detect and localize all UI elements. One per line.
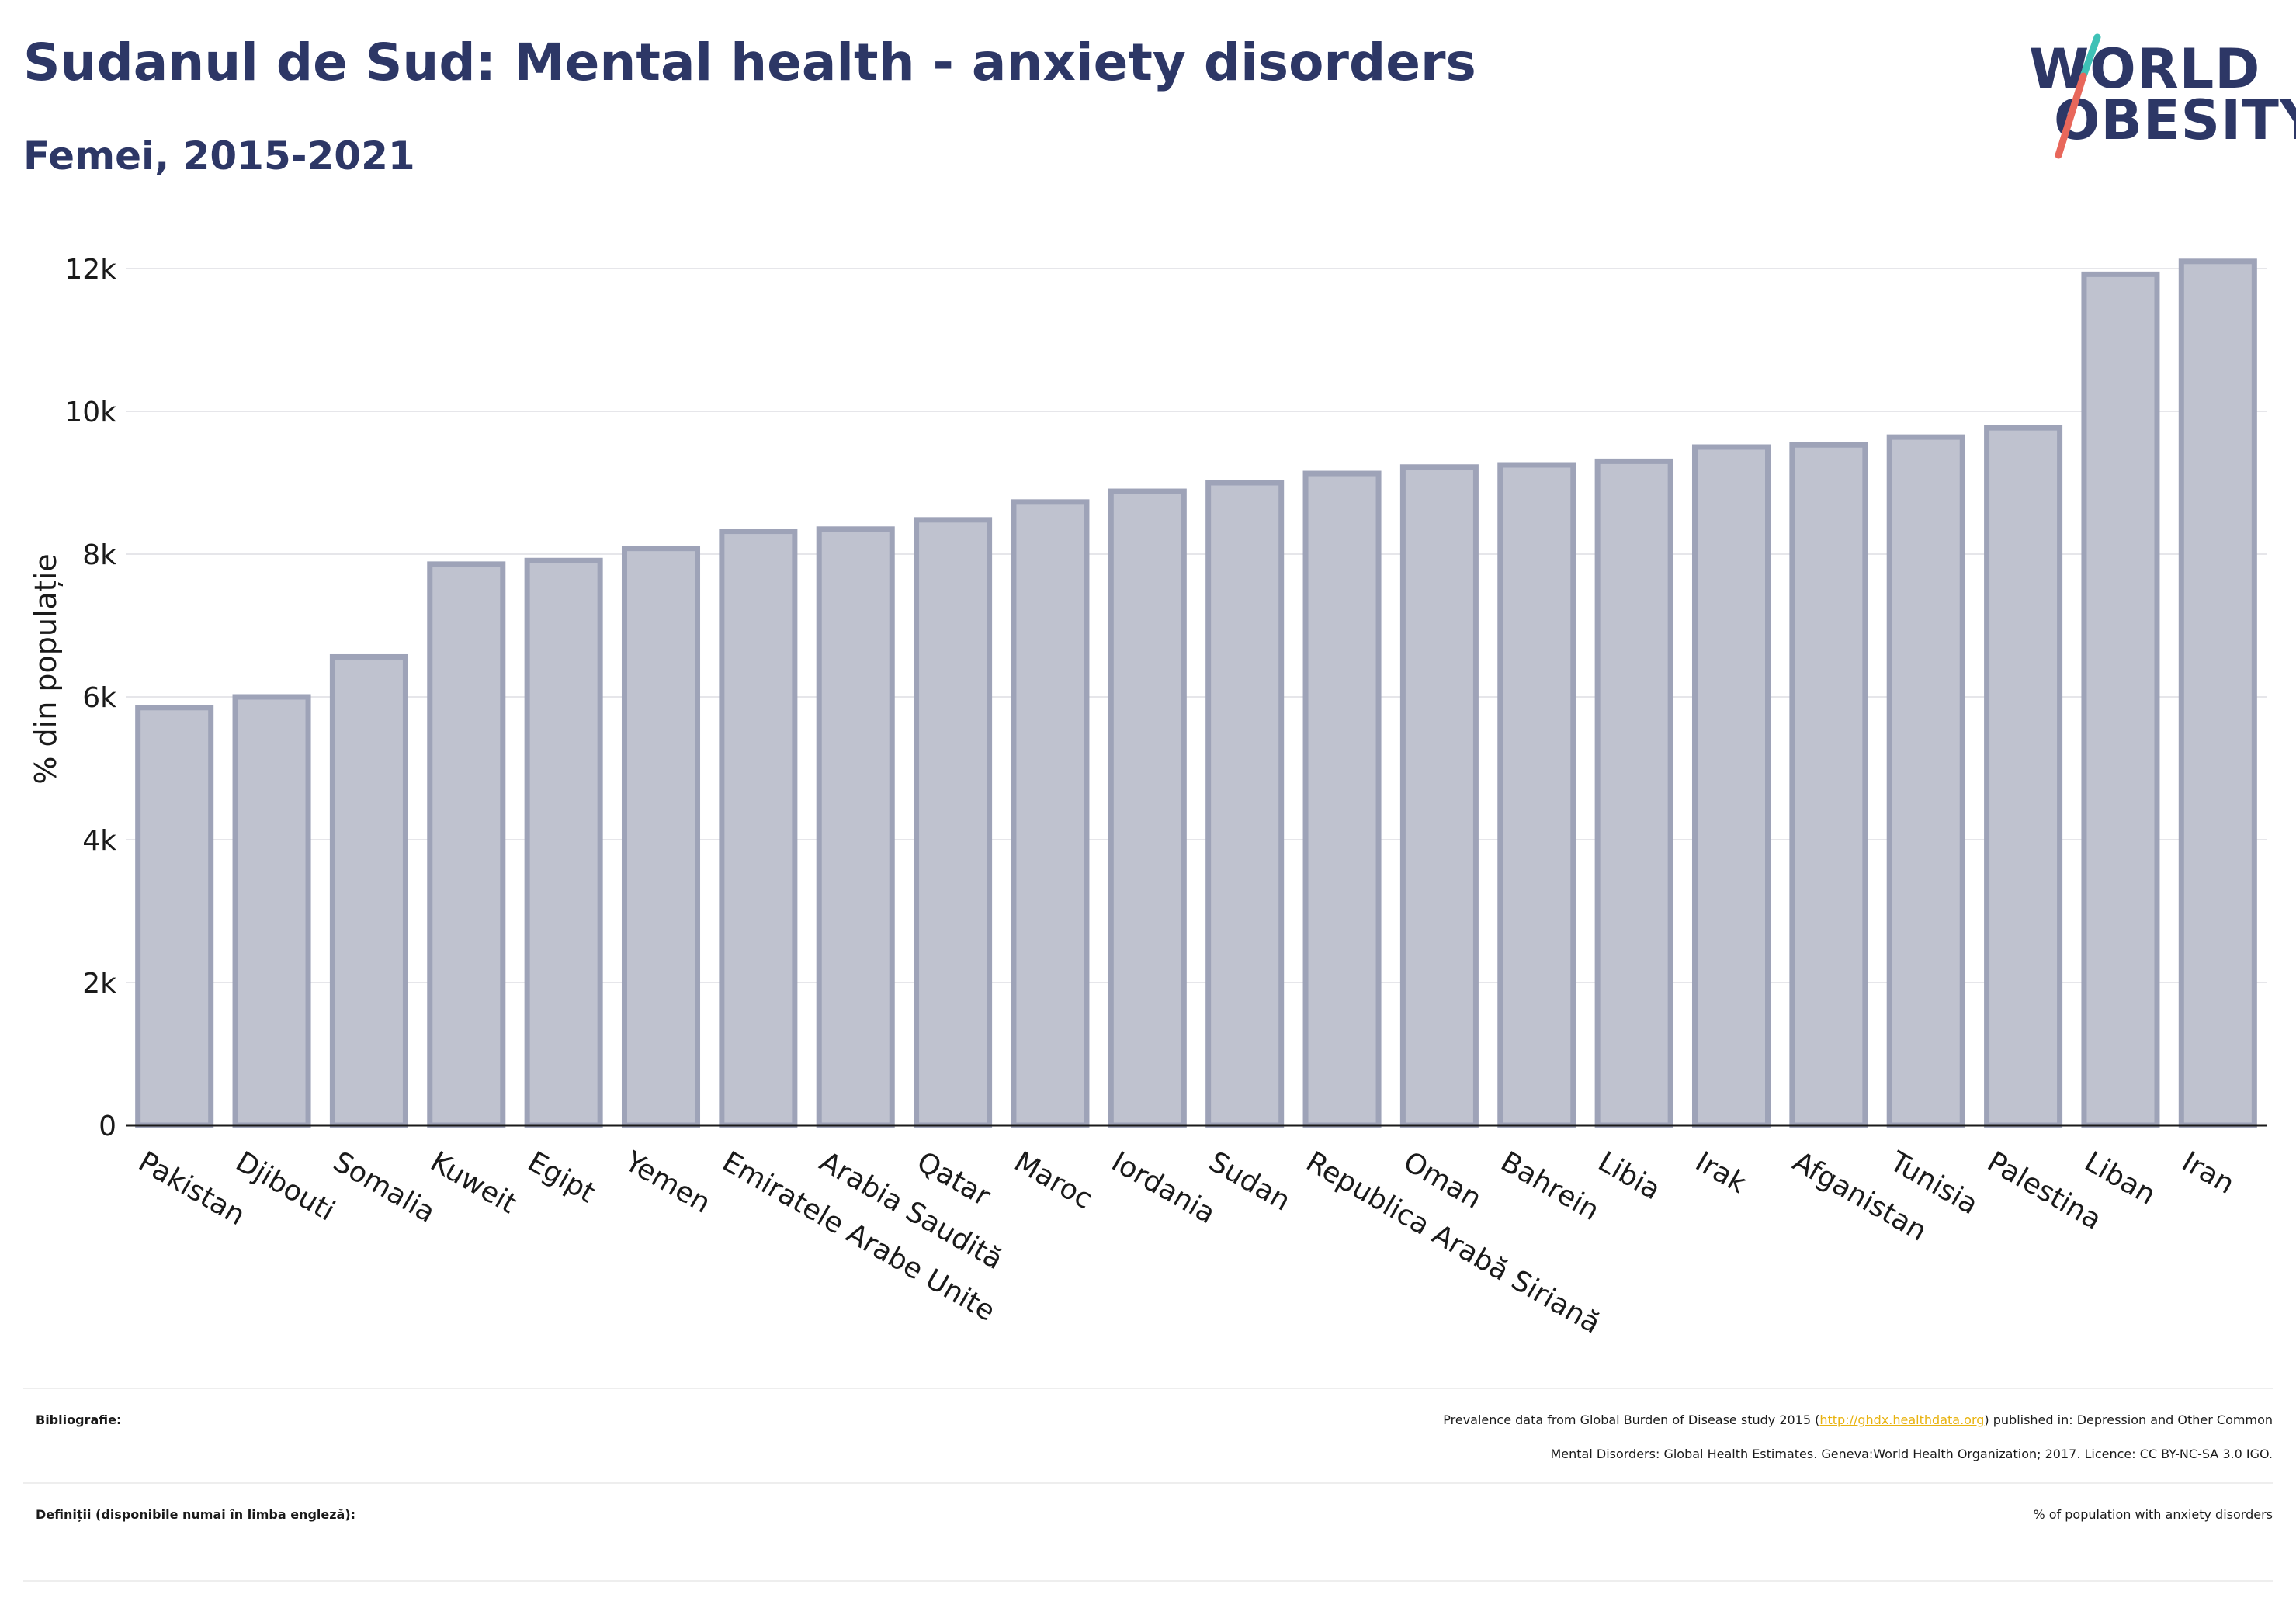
bar-arabia-saudită[interactable] [816, 526, 895, 1128]
y-tick-label: 4k [82, 825, 116, 857]
bar-maroc[interactable] [1011, 499, 1090, 1128]
footer-divider-middle [23, 1482, 2273, 1484]
bar-iordania[interactable] [1108, 488, 1187, 1128]
definitions-text: % of population with anxiety disorders [2033, 1507, 2273, 1522]
bibliography-label: Bibliografie: [36, 1412, 122, 1427]
bar-afganistan[interactable] [1789, 442, 1868, 1128]
bar-republica-arabă-siriană[interactable] [1302, 470, 1382, 1128]
logo-word-world: WORLD [2029, 37, 2261, 101]
logo-slash-icon [2055, 33, 2101, 159]
bar-libia[interactable] [1594, 458, 1673, 1128]
x-tick-label: Bahrein [1495, 1145, 1604, 1227]
y-tick-label: 6k [82, 682, 116, 714]
bar-tunisia[interactable] [1886, 434, 1965, 1128]
y-tick-label: 8k [82, 539, 116, 571]
x-tick-label: Egipt [522, 1145, 601, 1209]
x-tick-label: Yemen [619, 1145, 716, 1220]
x-tick-label: Iordania [1106, 1145, 1220, 1230]
x-tick-label: Pakistan [133, 1145, 250, 1232]
bar-pakistan[interactable] [135, 705, 214, 1128]
bar-egipt[interactable] [524, 557, 603, 1128]
bar-sudan[interactable] [1205, 480, 1285, 1128]
bar-irak[interactable] [1691, 444, 1771, 1128]
y-tick-label: 0 [99, 1111, 116, 1142]
bars [135, 258, 2257, 1128]
healthdata-link[interactable]: http://ghdx.healthdata.org [1819, 1412, 1985, 1427]
bar-liban[interactable] [2081, 271, 2160, 1128]
bar-somalia[interactable] [329, 653, 408, 1128]
bibliography-text-end: ) published in: Depression and Other Com… [1984, 1412, 2273, 1427]
bar-yemen[interactable] [621, 546, 701, 1128]
footer-divider-top [23, 1388, 2273, 1389]
x-tick-label: Irak [1690, 1145, 1752, 1200]
x-tick-label: Somalia [328, 1145, 440, 1229]
x-tick-label: Iran [2176, 1145, 2239, 1201]
bar-oman[interactable] [1399, 464, 1479, 1128]
y-tick-label: 12k [64, 254, 116, 286]
bar-qatar[interactable] [914, 517, 993, 1128]
chart-title: Sudanul de Sud: Mental health - anxiety … [23, 33, 1476, 92]
bar-kuweit[interactable] [427, 561, 506, 1128]
bar-iran[interactable] [2178, 258, 2257, 1128]
chart-subtitle: Femei, 2015-2021 [23, 133, 415, 178]
world-obesity-logo[interactable]: WORLD OBESITY [2018, 31, 2296, 171]
bar-djibouti[interactable] [232, 694, 311, 1128]
bar-emiratele-arabe-unite[interactable] [719, 529, 798, 1128]
bibliography-text-line2: Mental Disorders: Global Health Estimate… [1550, 1447, 2273, 1461]
x-tick-label: Djibouti [231, 1145, 340, 1227]
bibliography-text: Prevalence data from Global Burden of Di… [643, 1403, 2273, 1471]
logo-word-obesity: OBESITY [2054, 88, 2296, 152]
y-tick-label: 10k [64, 397, 116, 428]
definitions-label: Definiții (disponibile numai în limba en… [36, 1507, 356, 1522]
x-tick-label: Maroc [1009, 1145, 1098, 1215]
y-tick-label: 2k [82, 968, 116, 1000]
bibliography-text-start: Prevalence data from Global Burden of Di… [1443, 1412, 1820, 1427]
x-tick-label: Libia [1593, 1145, 1666, 1206]
y-axis-label: % din populație [29, 553, 63, 784]
x-tick-label: Kuweit [425, 1145, 522, 1220]
bar-chart: 0 2k 4k 6k 8k 10k 12k PakistanDjiboutiSomaliaK… [29, 254, 2267, 1335]
footer-divider-bottom [23, 1580, 2273, 1582]
y-tick-labels: 0 2k 4k 6k 8k 10k 12k [64, 254, 116, 1142]
bar-palestina[interactable] [1984, 425, 2063, 1128]
bar-bahrein[interactable] [1497, 462, 1576, 1128]
